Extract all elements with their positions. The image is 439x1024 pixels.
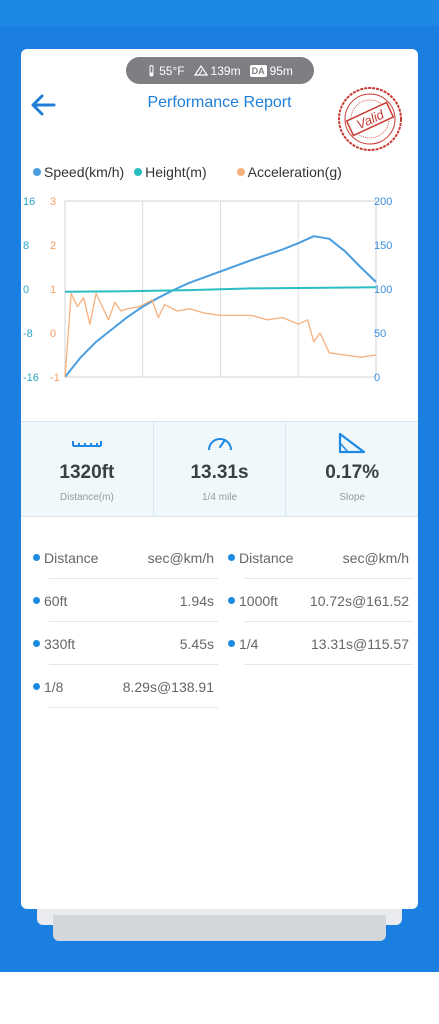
table-cell: 1/8 8.29s@138.91 bbox=[33, 665, 218, 708]
acceleration-axis-tick-label: 2 bbox=[50, 240, 56, 252]
height-axis-tick-label: 8 bbox=[23, 240, 29, 252]
da-badge: DA bbox=[249, 64, 267, 77]
legend-item-acceleration: Acceleration(g) bbox=[236, 164, 342, 180]
temperature-value: 55°F bbox=[159, 63, 185, 78]
stat-quarter-mile-label: 1/4 mile bbox=[202, 492, 238, 503]
table-header-cell: Distance sec@km/h bbox=[33, 536, 218, 579]
stats-panel: 1320ft Distance(m) 13.31s 1/4 mile 0.17%… bbox=[21, 421, 418, 517]
thermometer-icon bbox=[149, 64, 154, 76]
altitude-value: 139m bbox=[210, 63, 241, 78]
table-cell: 1000ft 10.72s@161.52 bbox=[228, 579, 413, 622]
table-cell: 330ft 5.45s bbox=[33, 622, 218, 665]
back-arrow-icon[interactable] bbox=[27, 89, 59, 121]
stat-quarter-mile: 13.31s 1/4 mile bbox=[154, 422, 287, 516]
series-line-accel bbox=[64, 292, 377, 378]
split-times-table: Distance sec@km/h Distance sec@km/h 60ft 1.… bbox=[33, 536, 413, 708]
table-header-row: Distance sec@km/h Distance sec@km/h bbox=[33, 536, 413, 579]
acceleration-axis-tick-label: 0 bbox=[50, 328, 56, 340]
legend-item-speed: Speed(km/h) bbox=[33, 164, 124, 180]
acceleration-axis-tick-label: 3 bbox=[50, 196, 56, 208]
ruler-icon bbox=[71, 441, 102, 447]
acceleration-axis-tick-label: 1 bbox=[50, 284, 56, 296]
report-card: 55°F 139m DA 95m Performance Report Vali… bbox=[21, 49, 418, 909]
speed-axis-tick-label: 150 bbox=[374, 240, 392, 252]
stat-distance-label: Distance(m) bbox=[59, 492, 114, 503]
chart-legend: Speed(km/h) Height(m) Acceleration(g) bbox=[33, 164, 413, 180]
speedometer-icon bbox=[207, 438, 232, 451]
series-line-speed bbox=[64, 235, 377, 378]
table-cell: 1/4 13.31s@115.57 bbox=[228, 622, 413, 665]
stat-distance: 1320ft Distance(m) bbox=[21, 422, 154, 516]
card-stack-shadow-back bbox=[53, 915, 386, 941]
table-row: 60ft 1.94s 1000ft 10.72s@161.52 bbox=[33, 579, 413, 622]
valid-stamp: Valid bbox=[338, 87, 402, 151]
height-axis-tick-label: -8 bbox=[23, 328, 33, 340]
stat-slope-label: Slope bbox=[339, 492, 365, 503]
table-cell: 60ft 1.94s bbox=[33, 579, 218, 622]
height-axis-tick-label: 16 bbox=[23, 196, 35, 208]
legend-item-height: Height(m) bbox=[134, 164, 207, 180]
slope-icon bbox=[339, 432, 366, 454]
stat-slope: 0.17% Slope bbox=[286, 422, 418, 516]
speed-axis-tick-label: 0 bbox=[374, 372, 380, 384]
table-header-cell: Distance sec@km/h bbox=[228, 536, 413, 579]
page-title: Performance Report bbox=[147, 94, 292, 111]
height-axis-tick-label: 0 bbox=[23, 284, 29, 296]
temperature-item: 55°F bbox=[147, 63, 185, 78]
altitude-item: 139m bbox=[193, 63, 241, 78]
speed-axis-tick-label: 200 bbox=[374, 196, 392, 208]
table-row: 1/8 8.29s@138.91 bbox=[33, 665, 413, 708]
acceleration-axis-tick-label: -1 bbox=[50, 372, 60, 384]
performance-chart: 16 8 0 -8 -16 3 2 1 0 -1 200 150 100 50 0 bbox=[23, 196, 392, 384]
density-altitude-item: DA 95m bbox=[249, 63, 293, 78]
stat-distance-value: 1320ft bbox=[59, 462, 115, 483]
conditions-pill: 55°F 139m DA 95m bbox=[126, 57, 314, 84]
height-axis-tick-label: -16 bbox=[23, 372, 39, 384]
density-altitude-value: 95m bbox=[269, 63, 293, 78]
speed-axis-tick-label: 100 bbox=[374, 284, 392, 296]
stat-slope-value: 0.17% bbox=[325, 462, 380, 483]
status-bar bbox=[0, 0, 439, 26]
table-row: 330ft 5.45s 1/4 13.31s@115.57 bbox=[33, 622, 413, 665]
mountain-icon bbox=[193, 65, 208, 76]
speed-axis-tick-label: 50 bbox=[374, 328, 386, 340]
stat-quarter-mile-value: 13.31s bbox=[190, 462, 249, 483]
series-line-height bbox=[64, 286, 377, 293]
